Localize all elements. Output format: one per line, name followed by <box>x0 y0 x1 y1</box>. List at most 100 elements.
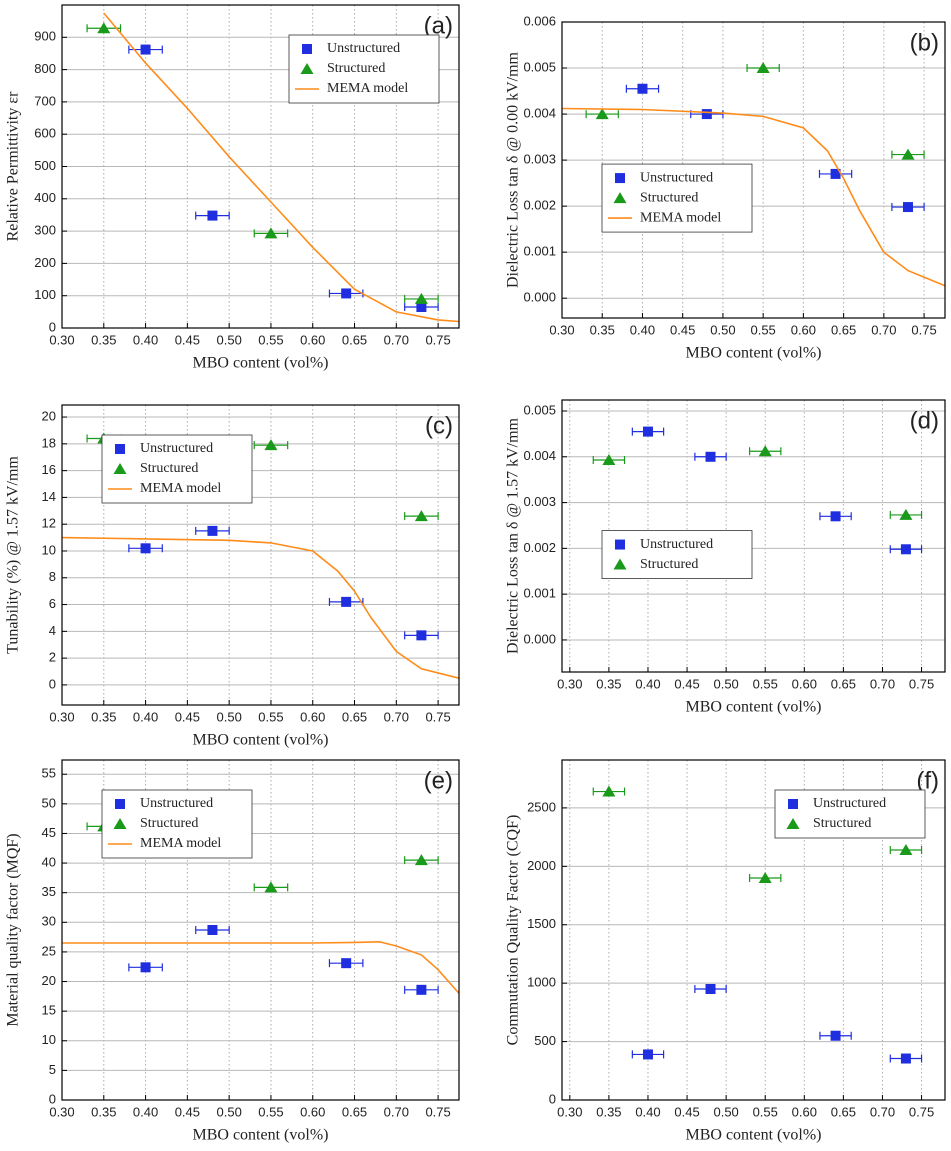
plot-frame <box>61 4 460 329</box>
legend-marker <box>115 799 125 809</box>
panel: 0.30 0.35 0.40 0.45 0.50 0.55 0.60 0.65 0.70 0.75… <box>5 759 460 1144</box>
y-axis-label: Dielectric Loss tan δ @ 1.57 kV/mm <box>505 417 522 654</box>
y-tick-label: 12 <box>42 516 56 531</box>
x-tick-label: 0.60 <box>300 709 325 724</box>
panel-label: (f) <box>916 767 939 794</box>
x-tick-label: 0.55 <box>750 322 775 337</box>
legend-label: Unstructured <box>327 41 400 56</box>
square-marker <box>705 451 716 462</box>
panel-label: (b) <box>910 29 939 56</box>
square-marker <box>416 302 427 313</box>
legend-box <box>774 789 926 839</box>
x-tick-label: 0.60 <box>791 322 816 337</box>
x-tick-label: 0.50 <box>217 332 242 347</box>
y-tick-label: 600 <box>34 126 56 141</box>
triangle-marker <box>602 785 616 797</box>
legend-label: Unstructured <box>640 170 713 185</box>
y-tick-label: 0.002 <box>523 198 556 213</box>
x-tick-label: 0.35 <box>590 322 615 337</box>
y-tick-label: 0.004 <box>523 448 556 463</box>
y-tick-label: 500 <box>534 1033 556 1048</box>
legend-label: MEMA model <box>640 210 721 225</box>
square-marker <box>900 544 911 555</box>
legend-label: Unstructured <box>640 537 713 552</box>
x-tick-label: 0.65 <box>342 1104 367 1119</box>
x-tick-label: 0.50 <box>710 322 735 337</box>
y-tick-label: 15 <box>42 1003 56 1018</box>
x-tick-label: 0.50 <box>713 676 738 691</box>
x-tick-label: 0.50 <box>713 1104 738 1119</box>
x-tick-label: 0.65 <box>831 1104 856 1119</box>
triangle-marker <box>758 445 772 457</box>
panel-label: (d) <box>910 407 939 434</box>
triangle-marker <box>756 62 770 74</box>
y-tick-label: 8 <box>49 569 56 584</box>
legend-box <box>601 530 753 579</box>
legend-box <box>101 434 253 504</box>
x-tick-label: 0.30 <box>557 1104 582 1119</box>
legend-label: Structured <box>140 461 198 476</box>
square-marker <box>140 44 151 55</box>
legend-label: Unstructured <box>140 441 213 456</box>
y-tick-label: 10 <box>42 542 56 557</box>
x-tick-label: 0.55 <box>258 709 283 724</box>
triangle-marker <box>97 22 111 34</box>
legend-label: Unstructured <box>140 796 213 811</box>
legend-marker <box>786 818 800 829</box>
triangle-marker <box>899 843 913 855</box>
x-tick-label: 0.65 <box>342 332 367 347</box>
x-tick-label: 0.65 <box>342 709 367 724</box>
x-tick-label: 0.45 <box>175 709 200 724</box>
y-axis-label: Dielectric Loss tan δ @ 0.00 kV/mm <box>505 51 522 288</box>
square-marker <box>416 984 427 995</box>
legend-marker <box>115 444 125 454</box>
square-marker <box>140 543 151 554</box>
y-axis-label: Material quality factor (MQF) <box>5 833 22 1026</box>
x-tick-label: 0.75 <box>425 709 450 724</box>
y-tick-label: 2000 <box>527 858 556 873</box>
x-tick-label: 0.35 <box>596 1104 621 1119</box>
x-tick-label: 0.30 <box>549 322 574 337</box>
square-marker <box>830 1030 841 1041</box>
x-tick-label: 0.30 <box>49 1104 74 1119</box>
triangle-marker <box>264 439 278 451</box>
panel: 0.30 0.35 0.40 0.45 0.50 0.55 0.60 0.65 0.70 0.75… <box>505 759 946 1144</box>
y-axis-label: Tunability (%) @ 1.57 kV/mm <box>5 456 22 654</box>
legend: Unstructured Structured <box>601 530 753 579</box>
x-tick-label: 0.60 <box>792 676 817 691</box>
x-tick-label: 0.45 <box>674 1104 699 1119</box>
y-tick-label: 0.003 <box>523 494 556 509</box>
y-tick-label: 0.000 <box>523 631 556 646</box>
x-axis-label: MBO content (vol%) <box>686 345 822 362</box>
x-axis-label: MBO content (vol%) <box>193 732 329 749</box>
square-marker <box>207 925 218 935</box>
x-tick-label: 0.40 <box>635 1104 660 1119</box>
y-tick-label: 0 <box>49 319 56 334</box>
y-tick-label: 0.005 <box>523 402 556 417</box>
x-tick-label: 0.30 <box>49 709 74 724</box>
square-marker <box>642 1049 653 1060</box>
y-tick-label: 300 <box>34 223 56 238</box>
legend-marker <box>113 463 127 474</box>
y-tick-label: 50 <box>42 795 56 810</box>
y-tick-label: 0.000 <box>523 290 556 305</box>
y-tick-label: 45 <box>42 825 56 840</box>
square-marker <box>341 958 352 969</box>
x-tick-label: 0.70 <box>384 1104 409 1119</box>
square-marker <box>642 426 653 437</box>
x-tick-label: 0.75 <box>909 676 934 691</box>
y-tick-label: 4 <box>49 623 56 638</box>
plot-frame <box>561 21 946 319</box>
y-tick-label: 200 <box>34 255 56 270</box>
x-tick-label: 0.35 <box>91 332 116 347</box>
legend-marker <box>613 558 627 570</box>
panel: 0.30 0.35 0.40 0.45 0.50 0.55 0.60 0.65 0.70 0.75… <box>505 13 946 362</box>
legend-box <box>601 163 753 233</box>
y-tick-label: 100 <box>34 287 56 302</box>
plot-frame <box>561 759 946 1101</box>
y-tick-label: 0.003 <box>523 152 556 167</box>
x-tick-label: 0.75 <box>909 1104 934 1119</box>
y-tick-label: 400 <box>34 190 56 205</box>
x-tick-label: 0.55 <box>258 1104 283 1119</box>
